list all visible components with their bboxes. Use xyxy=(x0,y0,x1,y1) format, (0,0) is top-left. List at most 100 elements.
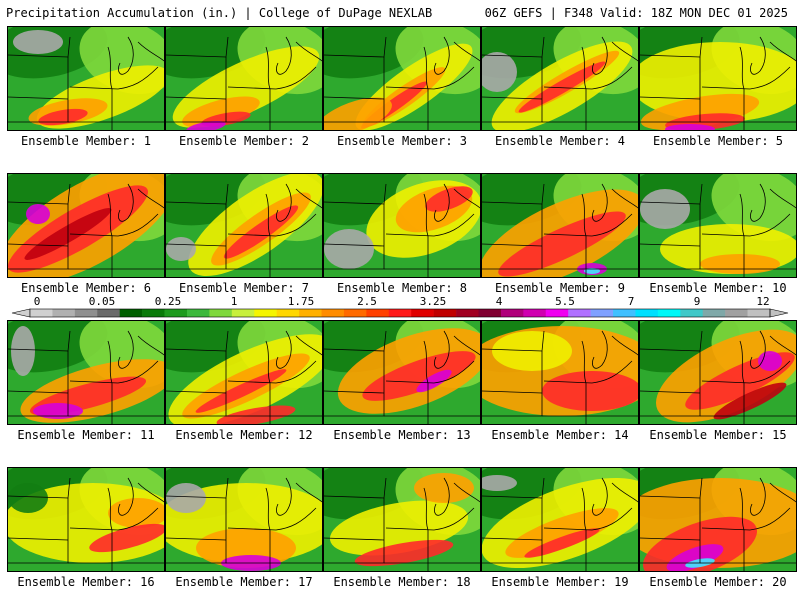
border-line xyxy=(227,86,277,90)
border-line xyxy=(640,390,701,394)
precip-field xyxy=(166,174,322,277)
precip-area xyxy=(13,30,63,54)
colorbar-swatch xyxy=(590,309,614,317)
colorbar-swatch xyxy=(52,309,76,317)
border-line xyxy=(324,57,385,123)
precip-field xyxy=(166,27,322,130)
border-line xyxy=(482,498,543,564)
border-line xyxy=(581,340,587,384)
border-line xyxy=(640,477,703,499)
panel-caption: Ensemble Member: 8 xyxy=(336,281,468,295)
border-line xyxy=(592,183,608,222)
panel-caption: Ensemble Member: 9 xyxy=(494,281,626,295)
border-line xyxy=(295,188,322,209)
precip-area xyxy=(414,473,474,503)
border-line xyxy=(69,380,119,384)
border-line xyxy=(275,66,317,90)
precip-area xyxy=(26,204,50,224)
precip-area xyxy=(482,475,517,491)
border-line xyxy=(640,204,701,270)
precip-area xyxy=(166,237,196,261)
border-line xyxy=(701,86,751,90)
panel-caption: Ensemble Member: 20 xyxy=(649,575,787,589)
colorbar-swatch xyxy=(702,309,726,317)
panel-caption: Ensemble Member: 4 xyxy=(494,134,626,148)
colorbar-tick-label: 7 xyxy=(627,295,635,308)
border-line xyxy=(385,527,435,531)
border-line xyxy=(324,36,387,58)
state-borders xyxy=(8,477,164,571)
border-line xyxy=(453,482,480,503)
colorbar-swatch xyxy=(97,309,120,317)
state-borders xyxy=(640,36,796,130)
precip-field xyxy=(324,27,480,130)
precip-area xyxy=(108,498,164,528)
border-line xyxy=(8,96,69,100)
colorbar-max-arrow xyxy=(769,308,789,318)
border-line xyxy=(423,46,429,90)
colorbar-swatch xyxy=(657,309,681,317)
border-line xyxy=(8,243,69,247)
colorbar-swatch xyxy=(276,309,300,317)
colorbar-tick-label: 0.05 xyxy=(88,295,116,308)
ensemble-member-map-7 xyxy=(165,173,323,278)
border-line xyxy=(166,36,229,58)
border-line xyxy=(117,360,159,384)
precip-field xyxy=(166,321,322,424)
border-line xyxy=(591,213,633,237)
panel-caption: Ensemble Member: 3 xyxy=(336,134,468,148)
border-line xyxy=(275,213,317,237)
border-line xyxy=(324,204,385,270)
border-line xyxy=(640,330,703,352)
border-line xyxy=(166,477,229,499)
panel-caption: Ensemble Member: 2 xyxy=(178,134,310,148)
border-line xyxy=(423,487,429,531)
map-title: Precipitation Accumulation (in.) | Colle… xyxy=(6,6,433,20)
border-line xyxy=(640,96,701,100)
colorbar-tick-label: 12 xyxy=(756,295,770,308)
border-line xyxy=(166,351,227,417)
colorbar-swatch xyxy=(343,309,367,317)
border-line xyxy=(166,57,227,123)
border-line xyxy=(769,188,796,209)
state-borders xyxy=(640,183,796,277)
border-line xyxy=(581,487,587,531)
panel-caption: Ensemble Member: 14 xyxy=(491,428,629,442)
border-line xyxy=(701,527,751,531)
border-line xyxy=(265,487,271,531)
precip-area xyxy=(186,120,226,130)
precip-area xyxy=(354,539,454,567)
colorbar-swatch xyxy=(747,309,771,317)
border-line xyxy=(107,340,113,384)
colorbar-swatch xyxy=(500,309,524,317)
ensemble-member-map-3 xyxy=(323,26,481,131)
border-line xyxy=(8,498,69,564)
border-line xyxy=(69,86,119,90)
precip-area xyxy=(166,483,206,513)
state-borders xyxy=(324,183,480,277)
border-line xyxy=(385,86,435,90)
border-line xyxy=(137,188,164,209)
border-line xyxy=(166,537,227,541)
ensemble-member-map-20 xyxy=(639,467,797,572)
border-line xyxy=(581,193,587,237)
precip-area xyxy=(8,483,48,513)
run-valid-time: 06Z GEFS | F348 Valid: 18Z MON DEC 01 20… xyxy=(484,6,788,20)
border-line xyxy=(433,507,475,531)
colorbar-swatch xyxy=(164,309,188,317)
panel-caption: Ensemble Member: 1 xyxy=(20,134,152,148)
precip-area xyxy=(524,528,600,558)
precip-field xyxy=(324,468,480,571)
border-line xyxy=(640,57,701,123)
border-line xyxy=(8,477,71,499)
border-line xyxy=(640,351,701,417)
border-line xyxy=(749,507,791,531)
colorbar-swatch xyxy=(478,309,502,317)
ensemble-member-map-13 xyxy=(323,320,481,425)
state-borders xyxy=(482,183,638,277)
colorbar-swatch xyxy=(388,309,412,317)
border-line xyxy=(324,351,385,417)
border-line xyxy=(8,330,71,352)
border-line xyxy=(166,183,229,205)
ensemble-member-map-18 xyxy=(323,467,481,572)
